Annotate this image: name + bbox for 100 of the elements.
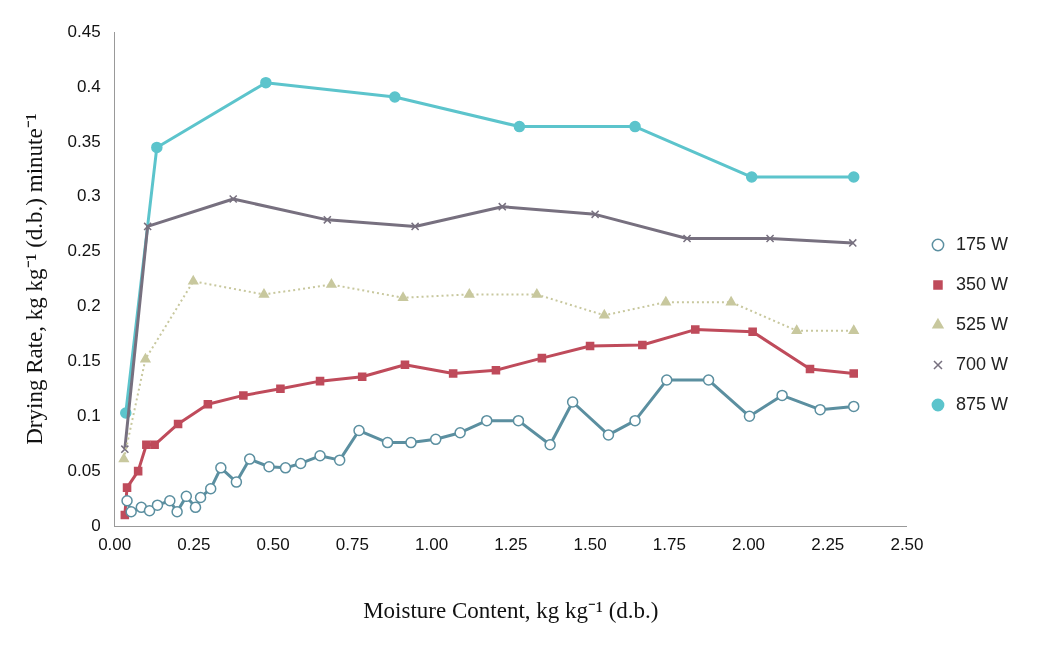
point xyxy=(279,462,292,474)
point xyxy=(400,360,410,369)
point xyxy=(410,222,420,231)
legend-label: 700 W xyxy=(955,353,1009,374)
x-tick-label: 0.75 xyxy=(335,534,369,554)
point xyxy=(133,466,143,476)
point xyxy=(531,288,542,298)
point xyxy=(125,505,137,518)
point xyxy=(481,414,493,427)
y-tick-label: 0.25 xyxy=(67,241,101,261)
point xyxy=(143,504,156,517)
point xyxy=(748,327,757,337)
point xyxy=(776,389,788,402)
point xyxy=(743,410,756,423)
point xyxy=(448,369,458,378)
point xyxy=(849,369,859,378)
x-axis-title: Moisture Content, kg kg⁻¹ (d.b.) xyxy=(363,598,659,624)
point xyxy=(661,374,673,386)
point xyxy=(151,141,163,154)
point xyxy=(464,288,475,298)
point xyxy=(726,296,737,306)
point xyxy=(702,374,715,386)
y-axis-title: Drying Rate, kg kg⁻¹ (d.b.) minute⁻¹ xyxy=(21,113,47,445)
point xyxy=(150,440,159,450)
point xyxy=(398,292,409,302)
point xyxy=(389,91,401,103)
point xyxy=(194,491,207,504)
y-tick-label: 0.15 xyxy=(67,351,101,371)
point xyxy=(513,120,526,133)
x-tick-label: 2.00 xyxy=(731,534,766,554)
point xyxy=(171,505,183,518)
y-tick-label: 0.1 xyxy=(77,405,101,425)
y-tick-label: 0 xyxy=(91,515,101,535)
point xyxy=(848,238,858,248)
point xyxy=(142,440,151,450)
x-tick-label: 2.50 xyxy=(890,534,924,554)
point xyxy=(357,372,367,382)
y-tick-label: 0.45 xyxy=(67,21,101,41)
point xyxy=(544,439,556,451)
point xyxy=(294,457,307,470)
legend-label: 875 W xyxy=(955,393,1009,414)
legend-label: 525 W xyxy=(955,313,1009,334)
point xyxy=(381,436,394,449)
point xyxy=(765,234,775,243)
y-tick-label: 0.05 xyxy=(67,460,101,480)
x-tick-label: 1.50 xyxy=(573,534,607,554)
point xyxy=(537,353,547,363)
point xyxy=(215,462,227,474)
point xyxy=(429,433,442,446)
point xyxy=(497,202,507,211)
y-tick-label: 0.4 xyxy=(77,76,101,96)
point xyxy=(333,454,346,466)
point xyxy=(239,391,248,400)
legend-label: 175 W xyxy=(955,233,1009,254)
point xyxy=(260,76,272,89)
point xyxy=(203,399,213,409)
point xyxy=(602,429,615,441)
y-tick-label: 0.3 xyxy=(77,186,101,206)
point xyxy=(590,210,600,219)
point xyxy=(353,424,365,437)
point xyxy=(140,353,151,363)
point xyxy=(143,222,152,231)
x-tick-label: 2.25 xyxy=(811,534,845,554)
point xyxy=(791,324,802,334)
point xyxy=(323,215,332,225)
point xyxy=(314,450,326,462)
point xyxy=(585,341,595,351)
point xyxy=(118,453,129,463)
point xyxy=(189,501,202,514)
x-tick-label: 1.00 xyxy=(415,534,449,554)
point xyxy=(629,120,641,133)
point xyxy=(326,278,337,288)
point xyxy=(151,499,164,511)
point xyxy=(173,419,183,429)
point xyxy=(566,396,579,408)
y-tick-label: 0.35 xyxy=(67,131,101,151)
point xyxy=(315,376,325,386)
x-tick-label: 0.00 xyxy=(98,534,132,554)
x-tick-label: 1.25 xyxy=(494,534,528,554)
point xyxy=(454,426,466,439)
x-tick-label: 0.50 xyxy=(256,534,290,554)
point xyxy=(188,275,199,285)
point xyxy=(228,194,238,204)
point xyxy=(120,444,130,454)
point xyxy=(690,325,700,334)
point xyxy=(121,495,133,507)
point xyxy=(180,490,193,503)
y-tick-label: 0.2 xyxy=(77,296,101,316)
legend-label: 350 W xyxy=(955,273,1009,294)
point xyxy=(243,453,256,465)
point xyxy=(847,171,860,183)
point xyxy=(599,309,610,319)
point xyxy=(629,414,641,427)
point xyxy=(512,414,525,427)
point xyxy=(682,234,692,243)
point xyxy=(276,384,285,394)
point xyxy=(258,288,270,298)
point xyxy=(847,400,860,413)
point xyxy=(848,324,859,334)
x-tick-label: 1.75 xyxy=(652,534,686,554)
